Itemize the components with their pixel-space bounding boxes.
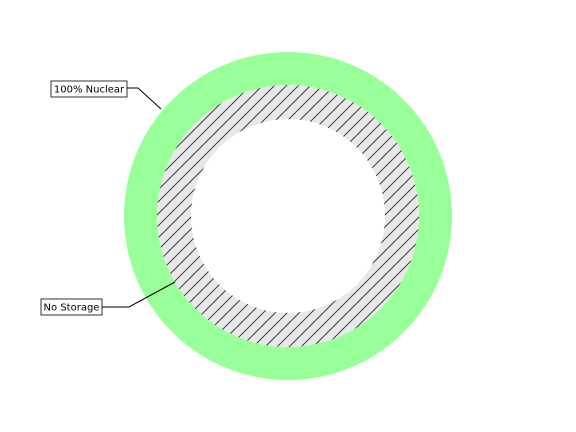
annotation-label-inner: No Storage [44, 303, 100, 314]
annotation-outer: 100% Nuclear [50, 80, 162, 110]
annotation-inner: No Storage [40, 281, 176, 316]
annotation-box-inner [40, 298, 103, 316]
rings-layer [124, 52, 452, 380]
leader-line-outer [126, 87, 162, 110]
annotation-label-outer: 100% Nuclear [54, 85, 125, 96]
leader-line-inner [101, 281, 176, 308]
ring-inner-slice-0 [156, 84, 419, 348]
annotation-box-outer [50, 80, 128, 98]
